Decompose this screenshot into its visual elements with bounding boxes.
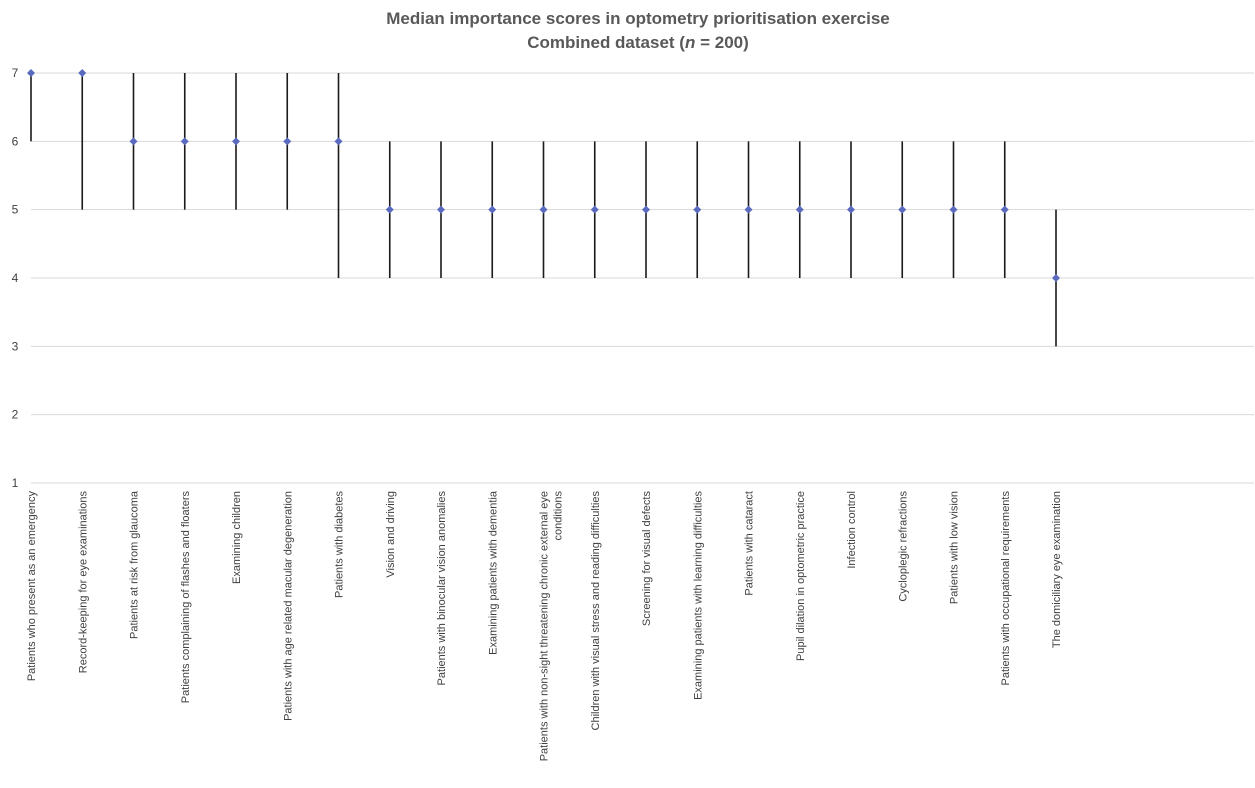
gridlines: [31, 72, 1254, 484]
y-tick-label-3: 3: [12, 339, 19, 353]
category-label-12-line-1: Children with visual stress and reading …: [590, 491, 602, 731]
category-label-8: Vision and driving: [385, 491, 397, 578]
category-label-11: Patients with non-sight threatening chro…: [539, 491, 565, 762]
category-labels: Patients who present as an emergency Reco…: [26, 490, 1063, 761]
median-marker-1: [27, 69, 35, 77]
category-label-2-line-1: Record-keeping for eye examinations: [77, 491, 89, 674]
category-label-20-line-1: Patients with occupational requirements: [1000, 491, 1012, 686]
chart-title-line-2-prefix: Combined dataset (: [527, 33, 685, 52]
category-label-10: Examining patients with dementia: [487, 490, 499, 655]
median-marker-17: [847, 205, 855, 214]
category-label-16-line-1: Pupil dilation in optometric practice: [795, 491, 807, 661]
median-marker-20: [1000, 205, 1009, 214]
category-label-20: Patients with occupational requirements: [1000, 491, 1012, 686]
median-marker-14: [693, 205, 702, 214]
category-label-15-line-1: Patients with cataract: [744, 491, 756, 596]
median-marker-15: [744, 205, 753, 214]
category-label-9: Patients with binocular vision anomalies: [436, 491, 448, 686]
category-label-3-line-1: Patients at risk from glaucoma: [129, 490, 141, 639]
category-label-11-line-1: Patients with non-sight threatening chro…: [539, 491, 551, 761]
category-label-1: Patients who present as an emergency: [26, 491, 38, 682]
median-marker-6: [283, 137, 292, 146]
y-tick-label-5: 5: [12, 203, 19, 217]
category-label-4-line-1: Patients complaining of flashes and floa…: [180, 491, 192, 704]
category-label-5-line-1: Examining children: [231, 491, 243, 584]
median-marker-13: [642, 205, 650, 214]
median-marker-4: [180, 137, 189, 146]
category-label-14-line-1: Examining patients with learning difficu…: [692, 491, 704, 700]
category-label-5: Examining children: [231, 491, 243, 584]
y-tick-label-7: 7: [12, 66, 19, 80]
category-label-3: Patients at risk from glaucoma: [129, 490, 141, 639]
category-label-4: Patients complaining of flashes and floa…: [180, 491, 192, 704]
category-label-21: The domiciliary eye examination: [1051, 491, 1063, 648]
median-marker-9: [437, 205, 445, 214]
median-marker-5: [232, 137, 240, 146]
category-label-17: Infection control: [846, 491, 858, 569]
category-label-14: Examining patients with learning difficu…: [692, 491, 704, 700]
category-label-17-line-1: Infection control: [846, 491, 858, 569]
median-marker-10: [488, 205, 497, 214]
chart-title-line-1: Median importance scores in optometry pr…: [386, 9, 890, 28]
category-label-8-line-1: Vision and driving: [385, 491, 397, 578]
median-marker-16: [795, 205, 804, 214]
median-marker-12: [590, 205, 599, 214]
median-markers: [27, 69, 1060, 282]
category-label-19-line-1: Patients with low vision: [949, 491, 961, 604]
category-label-15: Patients with cataract: [744, 491, 756, 596]
median-marker-3: [129, 137, 138, 146]
category-label-6: Patients with age related macular degene…: [282, 491, 294, 721]
category-label-13-line-1: Screening for visual defects: [641, 491, 653, 627]
y-tick-label-2: 2: [12, 408, 19, 422]
median-marker-21: [1052, 274, 1060, 282]
category-label-18-line-1: Cycloplegic refractions: [897, 491, 909, 602]
median-marker-18: [898, 205, 907, 214]
category-label-11-line-2: conditions: [553, 491, 565, 541]
median-marker-7: [334, 137, 343, 146]
category-label-19: Patients with low vision: [949, 491, 961, 604]
category-label-21-line-1: The domiciliary eye examination: [1051, 491, 1063, 648]
category-label-7: Patients with diabetes: [334, 491, 346, 599]
category-label-6-line-1: Patients with age related macular degene…: [282, 491, 294, 721]
y-tick-label-1: 1: [12, 476, 19, 490]
category-label-7-line-1: Patients with diabetes: [334, 491, 346, 599]
category-label-13: Screening for visual defects: [641, 491, 653, 627]
category-label-10-line-1: Examining patients with dementia: [487, 490, 499, 655]
category-label-9-line-1: Patients with binocular vision anomalies: [436, 491, 448, 686]
chart-title-line-2-suffix: = 200): [695, 33, 748, 52]
median-marker-2: [78, 69, 87, 77]
category-label-18: Cycloplegic refractions: [897, 491, 909, 602]
y-tick-label-4: 4: [12, 271, 19, 285]
category-label-16: Pupil dilation in optometric practice: [795, 491, 807, 661]
median-marker-19: [949, 205, 958, 214]
y-tick-label-6: 6: [12, 134, 19, 148]
y-axis-tick-labels: 1 2 3 4 5 6 7: [12, 66, 19, 490]
median-marker-8: [385, 205, 394, 214]
chart-title-line-2-n: n: [685, 33, 695, 52]
median-marker-11: [539, 205, 548, 214]
category-label-12: Children with visual stress and reading …: [590, 491, 602, 731]
chart-title-line-2: Combined dataset (n = 200): [527, 33, 749, 52]
category-label-1-line-1: Patients who present as an emergency: [26, 491, 38, 682]
category-label-2: Record-keeping for eye examinations: [77, 491, 89, 674]
